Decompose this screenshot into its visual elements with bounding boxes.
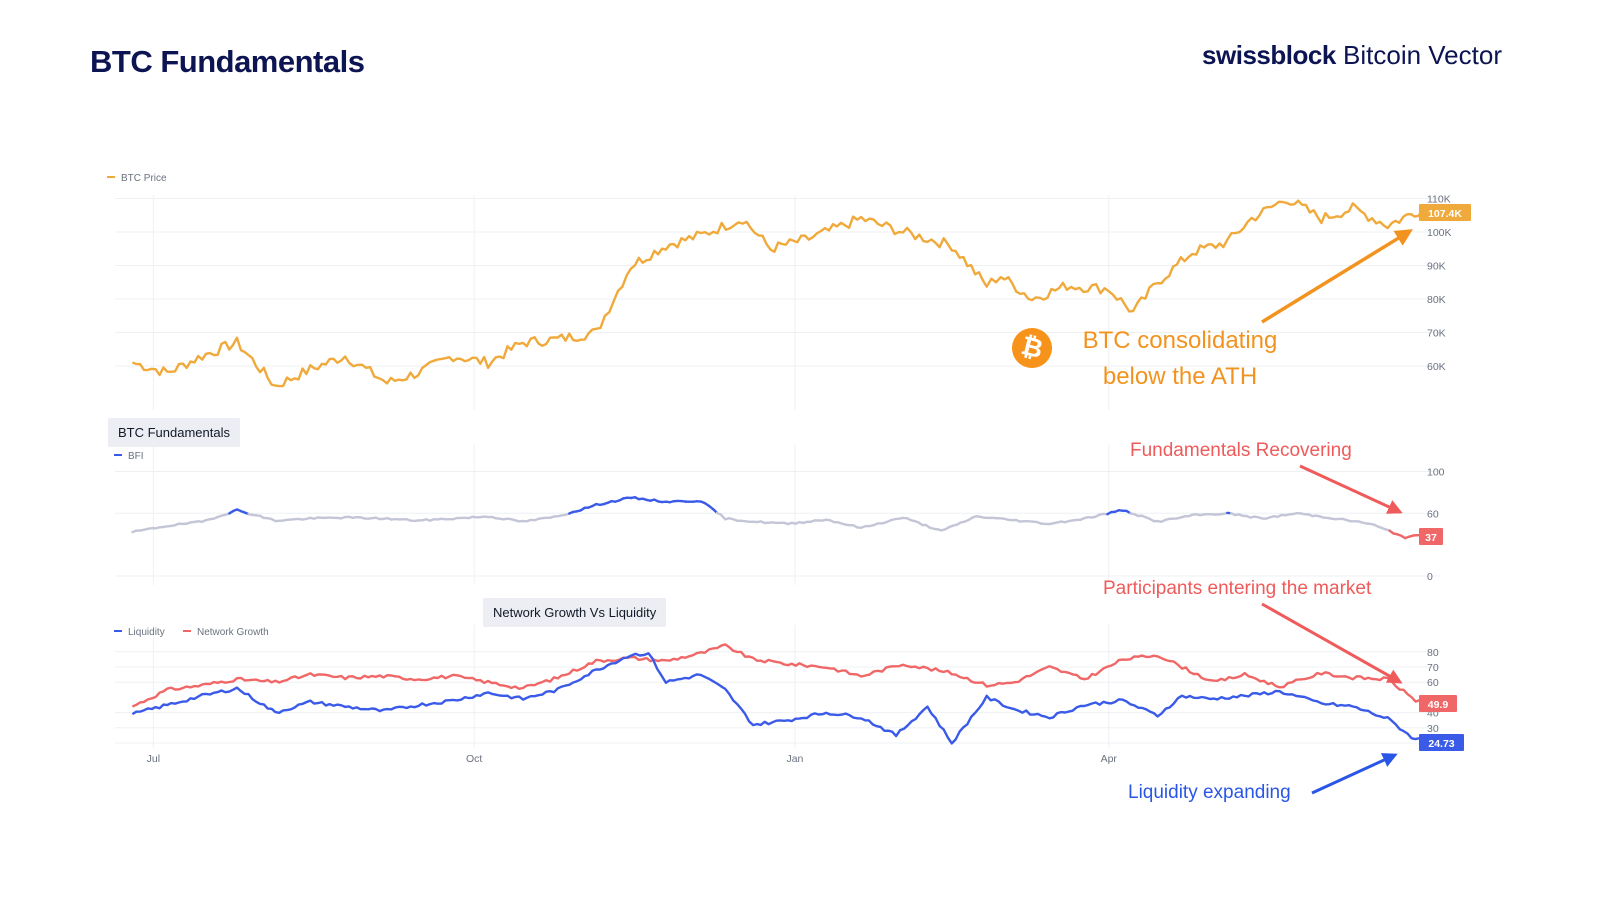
x-tick-label: Apr — [1101, 753, 1118, 765]
bfi-tick-label: 100 — [1427, 467, 1445, 479]
btc-annotation-line1: BTC consolidating — [1082, 327, 1278, 354]
price-tick-label: 90K — [1427, 261, 1446, 273]
brand-logo: swissblock Bitcoin Vector — [1202, 40, 1502, 71]
bfi-legend: BFI — [128, 451, 144, 462]
brand-name: swissblock — [1202, 40, 1336, 70]
liquidity-last-badge: 24.73 — [1428, 738, 1454, 750]
x-tick-label: Jul — [147, 753, 160, 765]
network-panel-label: Network Growth Vs Liquidity — [483, 598, 667, 627]
bfi-tick-label: 60 — [1427, 508, 1439, 520]
x-tick-label: Oct — [466, 753, 482, 765]
participants-annotation-arrow — [1261, 602, 1403, 684]
price-tick-label: 80K — [1427, 294, 1446, 306]
participants-annotation: Participants entering the market — [1103, 578, 1372, 599]
brand-product: Bitcoin Vector — [1343, 40, 1502, 70]
network-growth-legend: Network Growth — [197, 627, 269, 638]
network-growth-line — [131, 643, 1430, 708]
liquidity-annotation-arrow — [1311, 753, 1398, 795]
liquidity-last-badge-bg — [1419, 734, 1464, 751]
x-tick-label: Jan — [786, 753, 803, 765]
bfi-last-badge: 37 — [1425, 532, 1437, 544]
price-legend: BTC Price — [121, 173, 167, 184]
price-last-badge-bg — [1419, 204, 1471, 221]
liquidity-legend: Liquidity — [128, 627, 165, 638]
fundamentals-annotation-arrow — [1299, 464, 1403, 514]
bfi-panel-label: BTC Fundamentals — [108, 418, 240, 447]
btc-annotation-arrow — [1261, 229, 1413, 324]
liquidity-line — [131, 652, 1430, 745]
network-tick-label: 70 — [1427, 662, 1439, 674]
network-tick-label: 40 — [1427, 708, 1439, 720]
network-last-badge: 49.9 — [1428, 699, 1449, 711]
btc-annotation: BTC consolidating below the ATH — [1060, 323, 1300, 395]
price-tick-label: 60K — [1427, 361, 1446, 373]
bfi-tick-label: 0 — [1427, 571, 1433, 583]
btc-annotation-line2: below the ATH — [1102, 363, 1258, 390]
btc-price-line — [132, 199, 1430, 388]
fundamentals-annotation: Fundamentals Recovering — [1130, 440, 1352, 461]
price-tick-label: 100K — [1427, 227, 1452, 239]
network-tick-label: 60 — [1427, 677, 1439, 689]
network-last-badge-bg — [1419, 695, 1457, 712]
page-title: BTC Fundamentals — [90, 44, 365, 79]
network-tick-label: 80 — [1427, 647, 1439, 659]
price-tick-label: 70K — [1427, 328, 1446, 340]
bfi-last-badge-bg — [1419, 528, 1443, 545]
network-tick-label: 30 — [1427, 723, 1439, 735]
price-last-badge: 107.4K — [1428, 208, 1462, 220]
price-tick-label: 110K — [1427, 194, 1451, 206]
liquidity-annotation: Liquidity expanding — [1128, 782, 1291, 803]
